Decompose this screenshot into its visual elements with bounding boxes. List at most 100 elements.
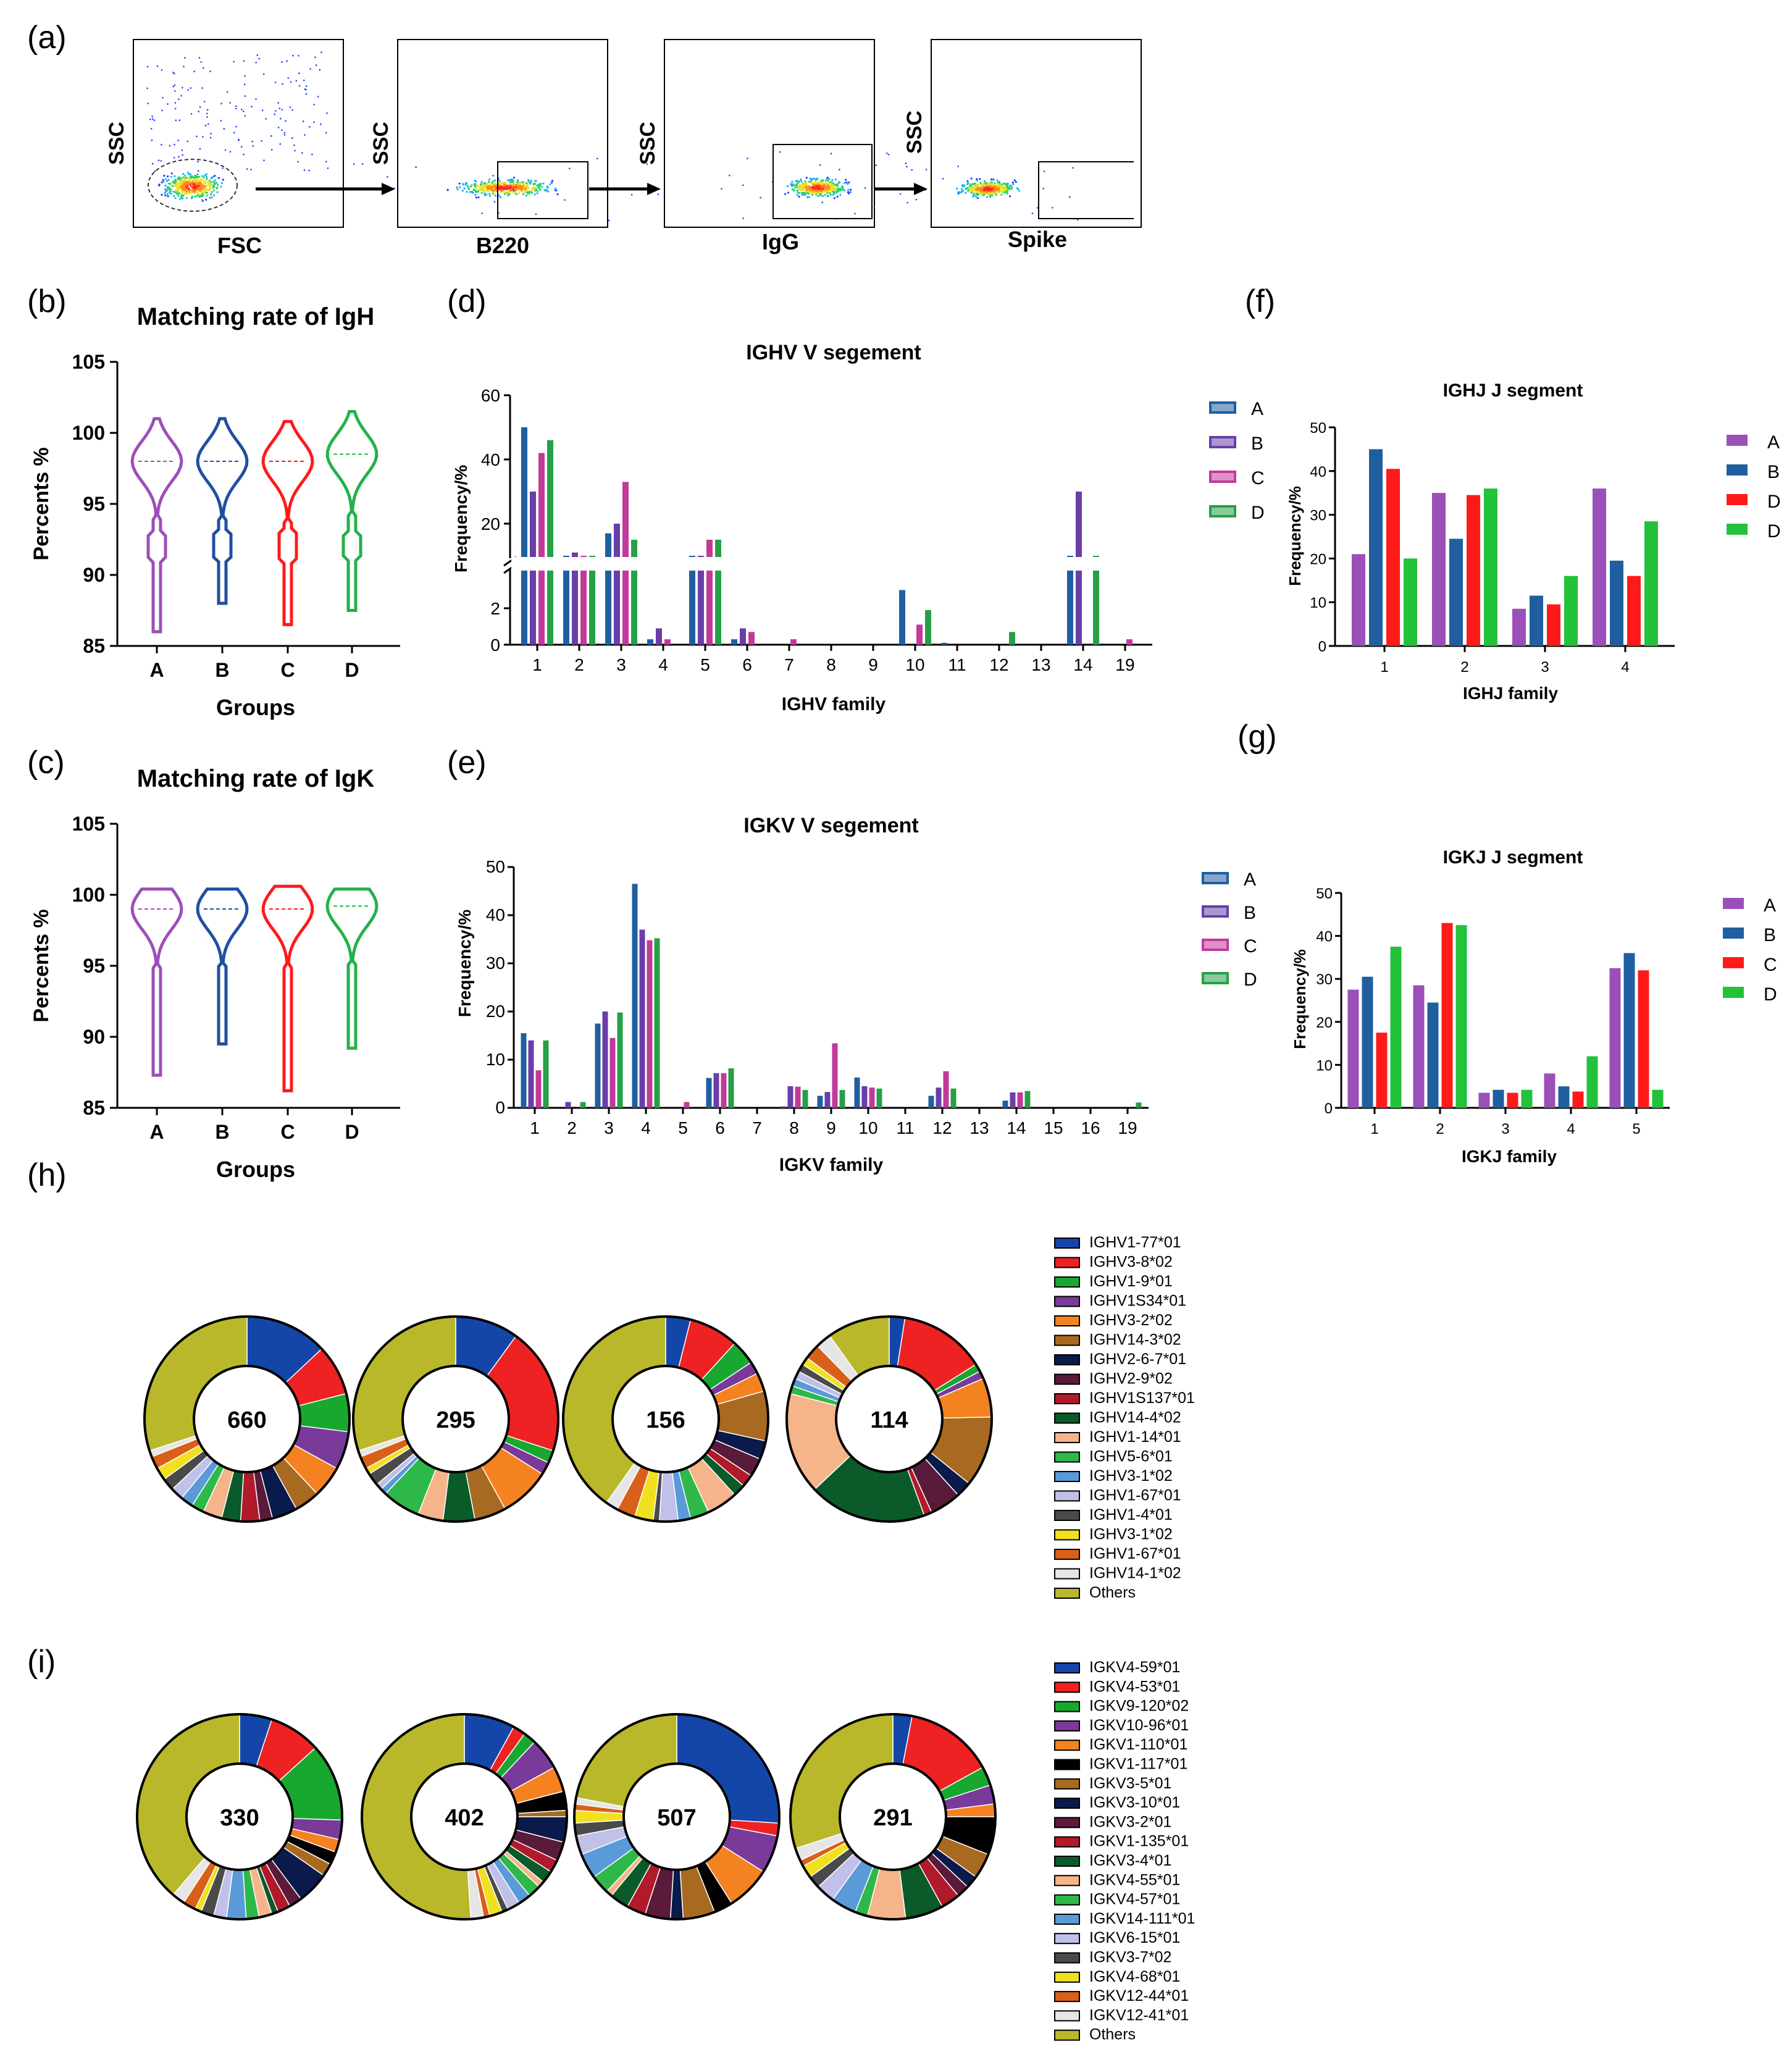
flow-event-dot (197, 182, 199, 185)
bar-B-1 (528, 1040, 534, 1108)
flow-event-dot (831, 183, 833, 186)
flow-event-dot (841, 186, 844, 188)
flow-event-dot (511, 189, 513, 191)
bar-D-2 (1467, 495, 1480, 646)
flow-event-dot (810, 183, 813, 185)
bar-B-3 (1530, 595, 1543, 646)
flow-event-dot (493, 188, 496, 191)
bar-A-3 (1512, 608, 1526, 646)
bar-C-8 (795, 1086, 801, 1108)
flow-event-dot (816, 190, 819, 193)
flow-event-dot (211, 191, 213, 193)
flow-event-dot (513, 185, 515, 187)
flow-event-dot (830, 188, 832, 191)
bar-B-2 (565, 1102, 571, 1108)
flow-event-dot (204, 182, 206, 185)
flow-event-dot (779, 151, 781, 153)
legend-label: IGKV9-120*02 (1089, 1698, 1189, 1715)
flow-event-dot (479, 188, 482, 191)
flow-event-dot (237, 139, 240, 141)
bar-C-19 (1126, 639, 1133, 645)
flow-event-dot (492, 190, 495, 192)
x-tick-label: 1 (532, 655, 542, 674)
flow-event-dot (824, 185, 827, 188)
x-tick-label: 1 (530, 1118, 540, 1137)
flow-event-dot (517, 183, 520, 186)
flow-event-dot (509, 185, 512, 188)
flow-event-dot (513, 191, 515, 194)
flow-event-dot (194, 178, 196, 181)
flow-event-dot (290, 81, 292, 83)
flow-event-dot (911, 169, 913, 171)
flow-event-dot (990, 186, 993, 188)
flow-event-dot (997, 185, 1000, 188)
flow-event-dot (1052, 207, 1053, 209)
legend-label: IGHV2-9*02 (1089, 1370, 1173, 1388)
flow-event-dot (805, 177, 808, 179)
flow-event-dot (279, 117, 282, 120)
donut-hole (185, 1762, 294, 1871)
flow-event-dot (244, 95, 246, 97)
legend-swatch (1054, 1759, 1080, 1770)
flow-event-dot (464, 182, 467, 185)
flow-event-dot (190, 113, 193, 115)
flow-event-dot (278, 107, 281, 109)
flow-event-dot (167, 195, 169, 198)
bar-A-3 (595, 1023, 601, 1108)
flow-event-dot (835, 191, 838, 194)
panel-label-c: (c) (27, 745, 65, 781)
flow-event-dot (847, 191, 849, 194)
legend-label: D (1244, 970, 1257, 990)
flow-event-dot (1011, 186, 1013, 188)
flow-event-dot (166, 188, 169, 191)
flow-event-dot (800, 180, 803, 182)
bar-A-14 (1067, 556, 1073, 645)
y-axis-label-e: Frequency/% (455, 910, 474, 1017)
flow-event-dot (200, 191, 203, 193)
legend-label: A (1251, 399, 1263, 419)
flow-event-dot (976, 186, 979, 189)
flow-event-dot (500, 196, 501, 198)
donut-count: 402 (445, 1805, 484, 1831)
flow-event-dot (182, 176, 185, 178)
flow-event-dot (833, 197, 835, 199)
flow-event-dot (802, 194, 804, 196)
flow-event-dot (799, 187, 802, 190)
flow-event-dot (822, 195, 824, 198)
flow-event-dot (971, 186, 974, 189)
legend-label: C (1244, 936, 1257, 957)
flow-event-dot (991, 195, 994, 197)
flow-event-dot (498, 181, 500, 184)
flow-event-dot (534, 193, 536, 196)
legend-label: IGKV6-15*01 (1089, 1929, 1180, 1946)
flow-event-dot (149, 118, 151, 120)
flow-event-dot (313, 121, 315, 124)
flow-event-dot (543, 189, 546, 191)
x-tick-label: 7 (784, 655, 794, 674)
flow-x-label-3: IgG (762, 229, 799, 254)
violin-D (325, 887, 379, 1050)
flow-event-dot (811, 186, 813, 189)
flow-event-dot (480, 191, 483, 194)
flow-event-dot (201, 178, 204, 181)
legend-label: Others (1089, 1584, 1136, 1601)
bar-B-9 (824, 1092, 831, 1108)
flow-event-dot (291, 109, 293, 111)
flow-event-dot (522, 185, 525, 188)
legend-swatch (1054, 2010, 1080, 2022)
flow-event-dot (988, 187, 990, 190)
flow-event-dot (224, 149, 227, 151)
legend-label: IGHV1-9*01 (1089, 1273, 1173, 1290)
legend-swatch (1723, 987, 1744, 998)
legend-label: IGHV3-2*02 (1089, 1312, 1173, 1329)
bar-D-4 (1586, 1056, 1598, 1108)
bar-A-10 (899, 590, 905, 645)
flow-event-dot (813, 186, 815, 188)
flow-gate-2 (497, 161, 588, 219)
flow-event-dot (226, 91, 228, 93)
flow-event-dot (500, 185, 502, 188)
flow-event-dot (795, 180, 797, 183)
panel-label-d: (d) (447, 283, 487, 319)
flow-event-dot (173, 195, 175, 197)
legend-swatch (1054, 1373, 1080, 1385)
